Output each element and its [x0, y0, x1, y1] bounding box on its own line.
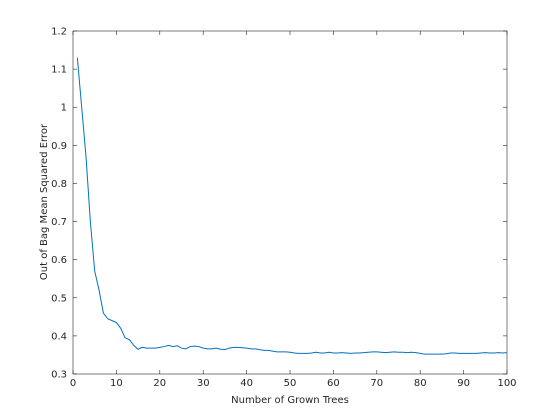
y-tick-label: 1.2 — [51, 27, 67, 38]
x-tick-label: 20 — [153, 378, 166, 389]
x-tick-label: 50 — [284, 378, 297, 389]
x-tick-label: 80 — [414, 378, 427, 389]
y-tick-label: 0.4 — [51, 331, 67, 342]
x-tick-label: 30 — [197, 378, 210, 389]
y-tick-label: 1.1 — [51, 65, 67, 76]
y-tick-label: 0.8 — [51, 179, 67, 190]
y-tick-label: 0.6 — [51, 255, 67, 266]
x-tick-label: 10 — [110, 378, 123, 389]
y-tick-label: 0.9 — [51, 141, 67, 152]
x-tick-label: 40 — [240, 378, 253, 389]
x-axis-label: Number of Grown Trees — [231, 395, 349, 406]
y-axis-label: Out of Bag Mean Squared Error — [39, 123, 50, 280]
x-tick-label: 90 — [457, 378, 470, 389]
x-tick-label: 100 — [497, 378, 516, 389]
plot-area — [72, 30, 508, 375]
data-line — [76, 57, 508, 355]
y-tick-label: 0.5 — [51, 293, 67, 304]
y-tick-label: 1 — [61, 103, 67, 114]
y-tick-label: 0.7 — [51, 217, 67, 228]
x-tick-label: 0 — [70, 378, 76, 389]
x-tick-label: 60 — [327, 378, 340, 389]
x-tick-label: 70 — [370, 378, 383, 389]
y-tick-label: 0.3 — [51, 370, 67, 381]
